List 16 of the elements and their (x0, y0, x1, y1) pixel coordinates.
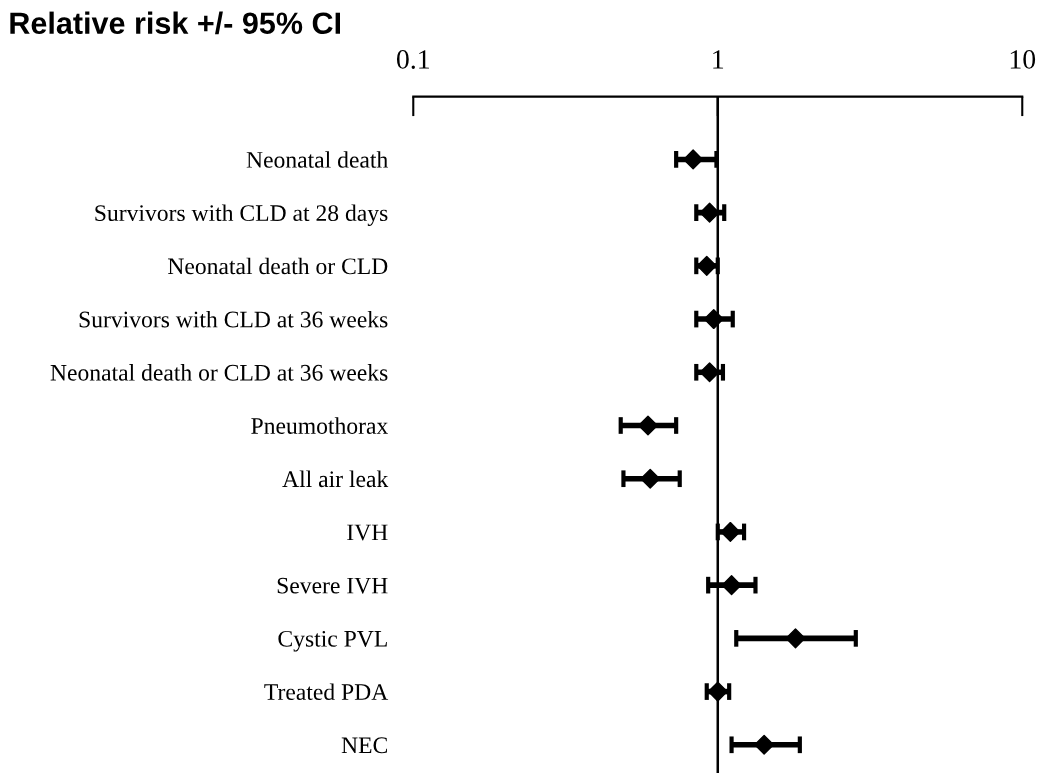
y-tick-label: IVH (347, 524, 388, 541)
y-tick-label: NEC (341, 737, 387, 754)
y-tick-label: Survivors with CLD at 28 days (95, 204, 388, 226)
y-tick-label: Pneumothorax (251, 417, 388, 434)
y-tick-label: Cystic PVL (278, 630, 387, 652)
y-tick-label: Neonatal death (246, 151, 388, 168)
y-tick-label: Severe IVH (277, 577, 388, 594)
x-tick-label: 0.1 (396, 50, 429, 69)
y-tick-label: Neonatal death or CLD at 36 weeks (50, 364, 388, 381)
x-tick-label: 10 (1010, 50, 1036, 69)
x-tick-label: 1 (713, 50, 724, 69)
y-tick-label: Neonatal death or CLD (168, 257, 388, 275)
y-tick-label: All air leak (282, 470, 389, 488)
chart-title: Relative risk +/- 95% CI (10, 11, 341, 35)
y-tick-label: Survivors with CLD at 36 weeks (79, 310, 388, 328)
y-tick-label: Treated PDA (264, 683, 389, 700)
